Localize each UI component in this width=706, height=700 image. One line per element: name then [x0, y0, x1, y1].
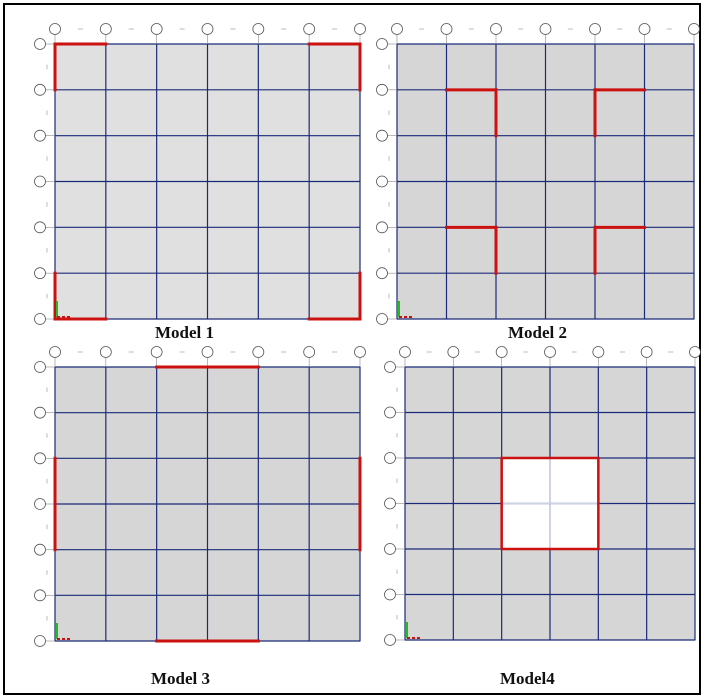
- caption-model-4: Model4: [500, 669, 555, 688]
- grid-bubble-row: [376, 83, 388, 96]
- figure-frame: Model 1 Model 2 Model 3 Model4: [3, 3, 701, 695]
- grid-bubble-column: [490, 23, 502, 35]
- grid-bubble-row: [384, 452, 396, 464]
- grid-bubble-column: [99, 346, 112, 358]
- grid-bubble-row: [34, 406, 46, 419]
- grid-bubble-column: [544, 346, 556, 358]
- grid-bubble-column: [688, 23, 700, 35]
- grid-bubble-column: [252, 23, 265, 35]
- grid-bubble-column: [150, 346, 163, 358]
- grid-bubble-column: [49, 23, 61, 35]
- grid-bubble-row: [34, 313, 46, 325]
- caption-model-2: Model 2: [508, 323, 568, 342]
- grid-bubble-row: [34, 38, 46, 50]
- grid-bubble-row: [34, 267, 46, 280]
- grid-bubble-row: [376, 129, 388, 142]
- grid-bubble-row: [34, 498, 46, 510]
- caption-model-1: Model 1: [155, 323, 215, 342]
- grid-bubble-row: [34, 589, 46, 602]
- grid-bubble-column: [495, 346, 508, 358]
- panel-model-3: [23, 346, 366, 647]
- grid-bubble-column: [539, 23, 552, 35]
- grid-bubble-row: [384, 497, 396, 510]
- grid-bubble-row: [34, 129, 46, 142]
- grid-bubble-column: [201, 23, 214, 35]
- grid-bubble-row: [376, 313, 388, 325]
- grid-bubble-row: [376, 221, 388, 234]
- grid-bubble-row: [34, 361, 46, 373]
- panel-model-1: [23, 17, 366, 325]
- grid-bubble-column: [399, 346, 411, 358]
- grid-bubble-row: [384, 543, 396, 555]
- grid-bubble-column: [640, 346, 653, 358]
- grid-bubble-column: [303, 23, 316, 35]
- grid-bubble-column: [638, 23, 651, 35]
- grid-bubble-column: [689, 346, 701, 358]
- grid-bubble-row: [384, 361, 396, 373]
- grid-bubble-row: [376, 175, 388, 188]
- grid-bubble-column: [303, 346, 316, 358]
- grid-bubble-row: [376, 38, 388, 50]
- grid-bubble-row: [34, 543, 46, 556]
- grid-bubble-column: [99, 23, 112, 35]
- caption-model-3: Model 3: [151, 669, 211, 688]
- grid-bubble-column: [447, 346, 460, 358]
- opening-edge: [500, 456, 600, 551]
- grid-bubble-row: [34, 221, 46, 234]
- grid-bubble-row: [376, 267, 388, 280]
- grid-bubble-row: [384, 406, 396, 419]
- panel-model-4: [375, 346, 701, 646]
- grid-bubble-column: [592, 346, 605, 358]
- grid-bubble-column: [354, 23, 366, 35]
- grid-bubble-column: [354, 346, 366, 358]
- grid-bubble-row: [34, 83, 46, 96]
- grid-bubble-row: [34, 175, 46, 188]
- plan-model-4: [384, 346, 701, 646]
- grid-bubble-column: [49, 346, 61, 358]
- grid-bubble-column: [252, 346, 265, 358]
- grid-bubble-row: [34, 635, 46, 647]
- plan-model-1: [34, 23, 366, 325]
- grid-bubble-column: [150, 23, 163, 35]
- plan-model-3: [34, 346, 366, 647]
- grid-bubble-column: [589, 23, 601, 35]
- grid-bubble-column: [391, 23, 403, 35]
- grid-bubble-column: [201, 346, 214, 358]
- panel-model-2: [367, 17, 700, 325]
- grid-bubble-row: [384, 588, 396, 601]
- grid-bubble-column: [440, 23, 453, 35]
- grid-bubble-row: [384, 634, 396, 646]
- plan-model-2: [376, 23, 700, 325]
- grid-bubble-row: [34, 452, 46, 465]
